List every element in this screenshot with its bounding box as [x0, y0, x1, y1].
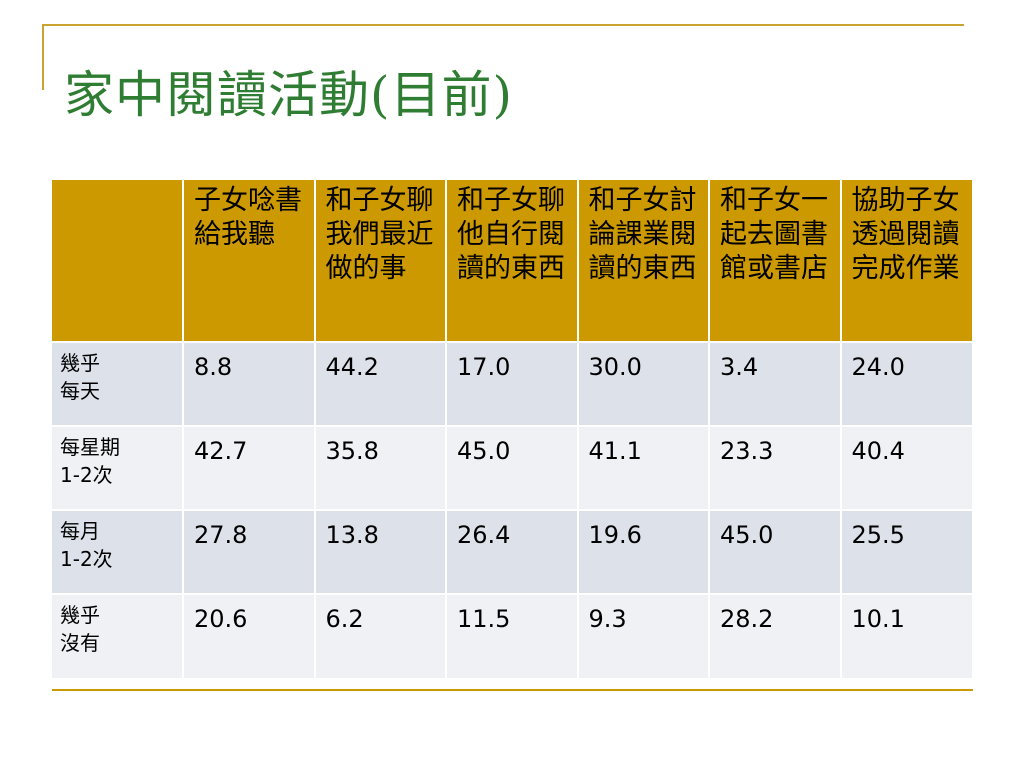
- column-header: 子女唸書給我聽: [183, 180, 316, 342]
- table-cell: 19.6: [577, 509, 710, 594]
- row-label-line: 幾乎: [60, 351, 100, 375]
- header-corner-cell: [52, 180, 184, 342]
- table-cell: 28.2: [709, 593, 842, 678]
- table-cell: 44.2: [314, 341, 447, 426]
- slide-title: 家中閱讀活動(目前): [64, 66, 514, 124]
- table-cell: 30.0: [577, 341, 710, 426]
- table-bottom-rule: [52, 689, 973, 691]
- row-label-line: 1-2次: [60, 547, 113, 571]
- row-label-line: 每天: [60, 379, 100, 403]
- table-cell: 24.0: [840, 341, 972, 426]
- column-header: 和子女一起去圖書館或書店: [709, 180, 842, 342]
- table-cell: 25.5: [840, 509, 972, 594]
- row-label-line: 每星期: [60, 435, 120, 459]
- table-cell: 40.4: [840, 425, 972, 510]
- table-row: 每月 1-2次 27.8 13.8 26.4 19.6 45.0 25.5: [52, 509, 972, 594]
- row-label-line: 每月: [60, 519, 100, 543]
- row-label-line: 沒有: [60, 631, 100, 655]
- table-cell: 3.4: [709, 341, 842, 426]
- table-cell: 10.1: [840, 593, 972, 678]
- table-cell: 20.6: [183, 593, 316, 678]
- row-header-cell: 每月 1-2次: [52, 509, 184, 594]
- table-cell: 45.0: [709, 509, 842, 594]
- row-header-cell: 每星期 1-2次: [52, 425, 184, 510]
- table-cell: 6.2: [314, 593, 447, 678]
- row-header-cell: 幾乎 每天: [52, 341, 184, 426]
- reading-activity-table: 子女唸書給我聽 和子女聊我們最近做的事 和子女聊他自行閱讀的東西 和子女討論課業…: [52, 180, 972, 678]
- column-header: 和子女聊他自行閱讀的東西: [446, 180, 579, 342]
- table-cell: 11.5: [446, 593, 579, 678]
- table-row: 幾乎 沒有 20.6 6.2 11.5 9.3 28.2 10.1: [52, 593, 972, 678]
- table-cell: 35.8: [314, 425, 447, 510]
- row-label-line: 1-2次: [60, 463, 113, 487]
- table-cell: 17.0: [446, 341, 579, 426]
- row-header-cell: 幾乎 沒有: [52, 593, 184, 678]
- table-cell: 41.1: [577, 425, 710, 510]
- table-cell: 13.8: [314, 509, 447, 594]
- table-header-row: 子女唸書給我聽 和子女聊我們最近做的事 和子女聊他自行閱讀的東西 和子女討論課業…: [52, 180, 972, 342]
- top-accent-line: [42, 24, 964, 26]
- table-cell: 42.7: [183, 425, 316, 510]
- data-table-container: 子女唸書給我聽 和子女聊我們最近做的事 和子女聊他自行閱讀的東西 和子女討論課業…: [52, 180, 974, 678]
- table-cell: 45.0: [446, 425, 579, 510]
- table-cell: 23.3: [709, 425, 842, 510]
- table-row: 每星期 1-2次 42.7 35.8 45.0 41.1 23.3 40.4: [52, 425, 972, 510]
- column-header: 和子女討論課業閱讀的東西: [577, 180, 710, 342]
- table-cell: 26.4: [446, 509, 579, 594]
- table-row: 幾乎 每天 8.8 44.2 17.0 30.0 3.4 24.0: [52, 341, 972, 426]
- row-label-line: 幾乎: [60, 603, 100, 627]
- column-header: 和子女聊我們最近做的事: [314, 180, 447, 342]
- table-cell: 9.3: [577, 593, 710, 678]
- left-accent-line: [42, 24, 44, 90]
- table-cell: 27.8: [183, 509, 316, 594]
- table-cell: 8.8: [183, 341, 316, 426]
- column-header: 協助子女透過閱讀完成作業: [840, 180, 972, 342]
